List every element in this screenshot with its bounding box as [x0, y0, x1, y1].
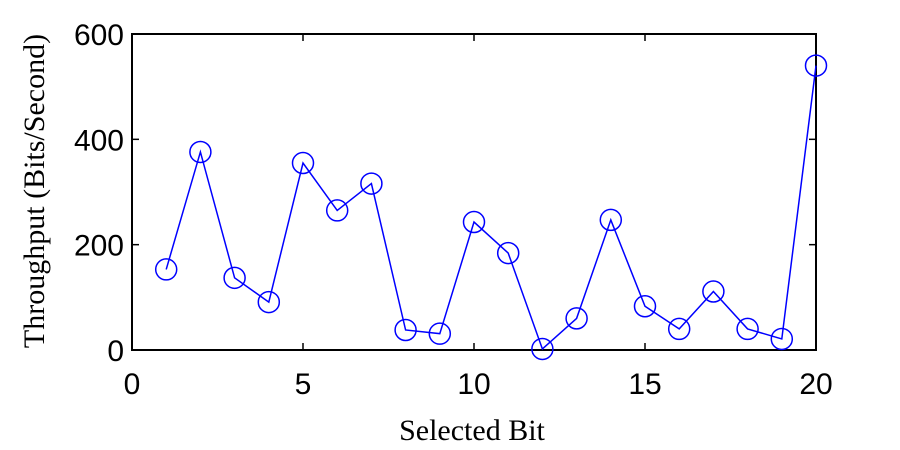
x-axis-ticks: 0 5 10 15 20	[124, 34, 833, 401]
y-axis-title: Throughput (Bits/Second)	[18, 34, 51, 348]
x-tick-label: 15	[628, 368, 661, 401]
data-point	[325, 199, 349, 222]
x-tick-label: 10	[457, 368, 490, 401]
data-point	[462, 210, 486, 234]
data-point	[189, 140, 212, 164]
data-point	[633, 295, 657, 318]
y-axis-ticks: 0 200 400 600	[74, 19, 816, 368]
data-point	[770, 327, 794, 351]
y-tick-label: 200	[74, 230, 124, 263]
data-point	[736, 317, 759, 341]
data-point	[496, 241, 520, 265]
data-point	[565, 307, 588, 330]
data-point	[667, 317, 691, 341]
y-tick-label: 600	[74, 19, 124, 52]
x-tick-label: 0	[124, 368, 141, 401]
data-point	[291, 151, 315, 175]
y-tick-label: 0	[107, 335, 124, 368]
data-point	[428, 322, 452, 345]
data-point	[394, 318, 417, 342]
x-tick-label: 20	[799, 368, 832, 401]
x-axis-title: Selected Bit	[399, 414, 545, 447]
data-point	[154, 258, 178, 281]
data-point	[223, 266, 246, 290]
y-tick-label: 400	[74, 124, 124, 157]
data-point	[531, 337, 554, 361]
data-point	[804, 54, 828, 77]
data-point	[257, 290, 281, 314]
data-point	[360, 172, 383, 195]
x-tick-label: 5	[295, 368, 312, 401]
data-point	[599, 208, 623, 232]
series-line	[165, 65, 817, 351]
plot-series	[154, 54, 828, 361]
data-point	[702, 280, 725, 303]
